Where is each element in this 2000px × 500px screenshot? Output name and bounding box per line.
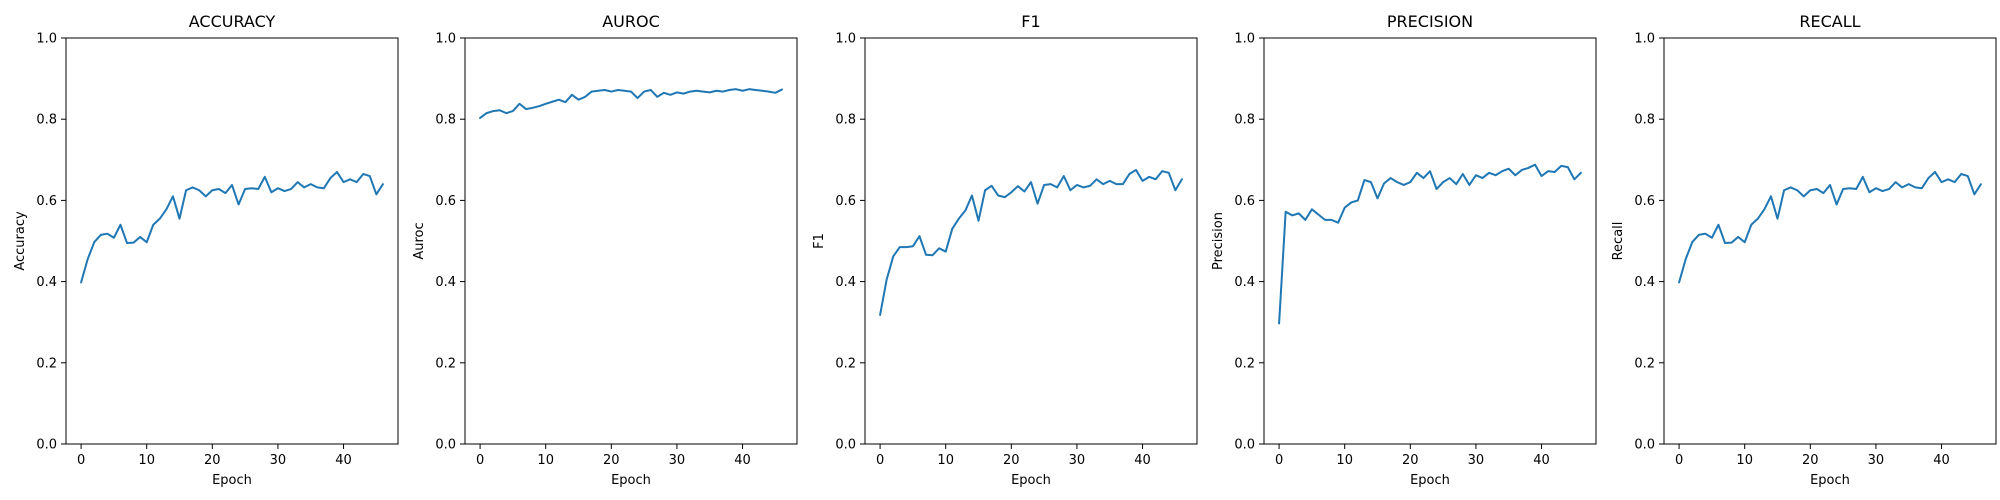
- accuracy-x-tick-label: 40: [335, 453, 352, 468]
- auroc-y-axis-label: Auroc: [412, 222, 427, 259]
- f1-y-tick-label: 0.0: [835, 438, 856, 453]
- f1-y-tick-label: 0.2: [835, 356, 856, 371]
- precision-axes-frame: [1263, 37, 1597, 445]
- precision-x-tick-label: 40: [1533, 453, 1550, 468]
- recall-axes-frame: [1663, 37, 1997, 445]
- recall-y-axis-label: Recall: [1611, 222, 1626, 261]
- precision-x-tick-label: 0: [1275, 453, 1283, 468]
- recall-x-tick-label: 30: [1868, 453, 1885, 468]
- accuracy-x-tick-label: 0: [77, 453, 85, 468]
- precision-x-tick-label: 30: [1468, 453, 1485, 468]
- auroc-x-tick-label: 0: [476, 453, 484, 468]
- recall-y-tick-label: 0.2: [1634, 356, 1655, 371]
- auroc-y-tick-label: 0.4: [435, 275, 456, 290]
- recall-y-tick-label: 0.6: [1634, 194, 1655, 209]
- recall-y-tick-label: 0.0: [1634, 438, 1655, 453]
- recall-series-line: [1678, 170, 1982, 284]
- accuracy-y-tick-label: 0.2: [36, 356, 57, 371]
- accuracy-axes-frame: [65, 37, 399, 445]
- panel-recall: 0 10 20 30 40 0.0 0.2 0.4 0.6 0.8 1.0 RECALL Epoch Re…: [1611, 12, 1997, 488]
- accuracy-x-tick-label: 20: [204, 453, 221, 468]
- f1-x-tick-label: 20: [1003, 453, 1020, 468]
- f1-x-axis-label: Epoch: [1011, 473, 1051, 488]
- precision-y-tick-label: 1.0: [1234, 32, 1255, 47]
- f1-x-tick-label: 30: [1069, 453, 1086, 468]
- auroc-x-tick-label: 10: [537, 453, 554, 468]
- f1-y-tick-label: 0.8: [835, 113, 856, 128]
- f1-panel-title: F1: [1021, 12, 1040, 31]
- accuracy-series-line: [80, 170, 384, 284]
- precision-x-tick-label: 20: [1402, 453, 1419, 468]
- precision-y-tick-label: 0.2: [1234, 356, 1255, 371]
- auroc-y-tick-label: 0.8: [435, 113, 456, 128]
- accuracy-y-tick-label: 0.0: [36, 438, 57, 453]
- accuracy-y-tick-label: 0.6: [36, 194, 57, 209]
- precision-y-tick-label: 0.6: [1234, 194, 1255, 209]
- recall-x-tick-label: 40: [1933, 453, 1950, 468]
- accuracy-y-axis-label: Accuracy: [13, 211, 28, 271]
- accuracy-y-tick-label: 1.0: [36, 32, 57, 47]
- auroc-x-tick-label: 30: [669, 453, 686, 468]
- recall-x-tick-label: 0: [1675, 453, 1683, 468]
- auroc-y-tick-label: 1.0: [435, 32, 456, 47]
- auroc-x-tick-label: 20: [603, 453, 620, 468]
- precision-y-tick-label: 0.4: [1234, 275, 1255, 290]
- recall-panel-title: RECALL: [1799, 12, 1860, 31]
- f1-x-tick-label: 40: [1134, 453, 1151, 468]
- accuracy-y-tick-label: 0.4: [36, 275, 57, 290]
- f1-y-tick-label: 1.0: [835, 32, 856, 47]
- recall-x-axis-label: Epoch: [1810, 473, 1850, 488]
- panel-accuracy: 0 10 20 30 40 0.0 0.2 0.4 0.6 0.8 1.0 ACCURACY Epoch…: [13, 12, 399, 488]
- recall-x-tick-label: 20: [1802, 453, 1819, 468]
- panel-precision: 0 10 20 30 40 0.0 0.2 0.4 0.6 0.8 1.0 PRECISION Epoc…: [1211, 12, 1597, 488]
- accuracy-x-tick-label: 30: [270, 453, 287, 468]
- auroc-x-tick-label: 40: [734, 453, 751, 468]
- accuracy-y-tick-label: 0.8: [36, 113, 57, 128]
- auroc-panel-title: AUROC: [602, 12, 660, 31]
- precision-series-line: [1278, 163, 1582, 325]
- panel-f1: 0 10 20 30 40 0.0 0.2 0.4 0.6 0.8 1.0 F1 Epoch F1: [812, 12, 1198, 488]
- f1-y-axis-label: F1: [812, 233, 827, 249]
- recall-y-tick-label: 0.8: [1634, 113, 1655, 128]
- accuracy-x-tick-label: 10: [138, 453, 155, 468]
- auroc-axes-frame: [464, 37, 798, 445]
- precision-x-tick-label: 10: [1336, 453, 1353, 468]
- precision-x-axis-label: Epoch: [1410, 473, 1450, 488]
- panel-auroc: 0 10 20 30 40 0.0 0.2 0.4 0.6 0.8 1.0 AUROC Epoch Aur…: [412, 12, 798, 488]
- precision-y-tick-label: 0.8: [1234, 113, 1255, 128]
- auroc-y-tick-label: 0.0: [435, 438, 456, 453]
- auroc-series-line: [479, 88, 783, 119]
- precision-panel-title: PRECISION: [1387, 12, 1473, 31]
- auroc-y-tick-label: 0.2: [435, 356, 456, 371]
- f1-x-tick-label: 0: [876, 453, 884, 468]
- precision-y-axis-label: Precision: [1211, 212, 1226, 270]
- f1-y-tick-label: 0.4: [835, 275, 856, 290]
- recall-x-tick-label: 10: [1736, 453, 1753, 468]
- accuracy-panel-title: ACCURACY: [189, 12, 276, 31]
- f1-axes-frame: [864, 37, 1198, 445]
- recall-y-tick-label: 1.0: [1634, 32, 1655, 47]
- f1-y-tick-label: 0.6: [835, 194, 856, 209]
- f1-x-tick-label: 10: [937, 453, 954, 468]
- accuracy-x-axis-label: Epoch: [212, 473, 252, 488]
- recall-y-tick-label: 0.4: [1634, 275, 1655, 290]
- precision-y-tick-label: 0.0: [1234, 438, 1255, 453]
- auroc-y-tick-label: 0.6: [435, 194, 456, 209]
- f1-series-line: [879, 168, 1183, 316]
- auroc-x-axis-label: Epoch: [611, 473, 651, 488]
